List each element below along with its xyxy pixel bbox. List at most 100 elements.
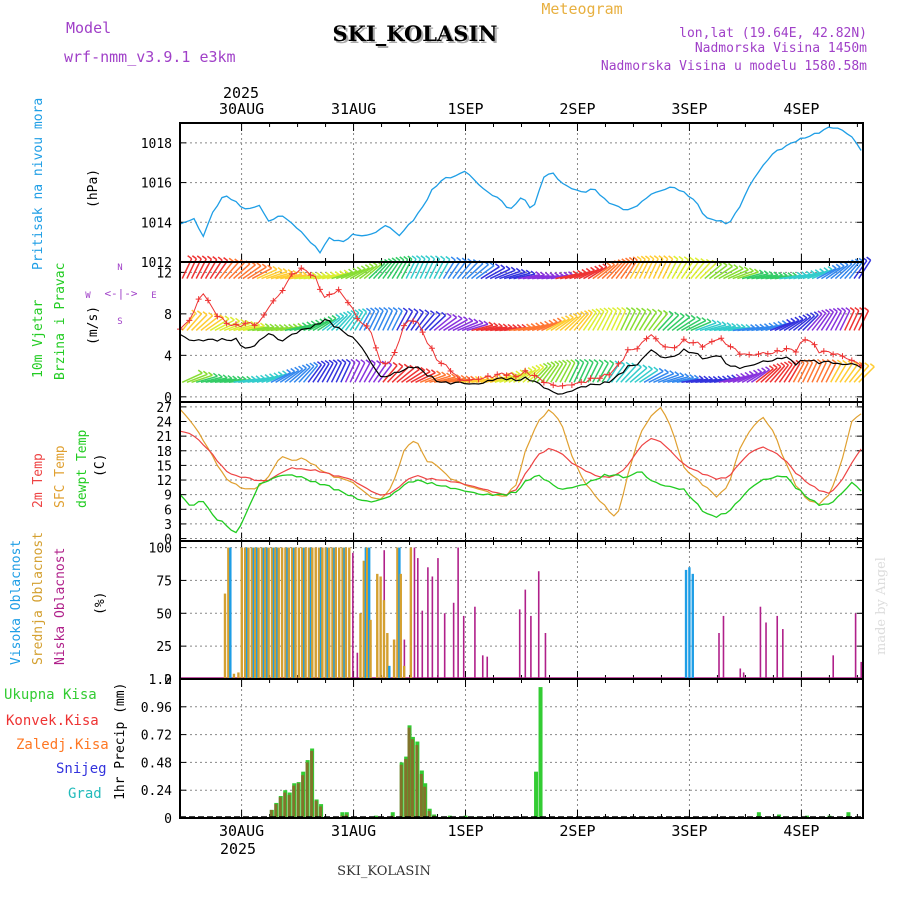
wind-barb (592, 311, 605, 331)
wind-barb-flag (761, 367, 767, 372)
wind-barb (709, 324, 732, 332)
wind-gust-marker (512, 373, 519, 380)
wind-gust-marker (335, 286, 342, 293)
wind-barb (228, 322, 251, 332)
wind-barb (802, 314, 819, 331)
high-cloud-bar (684, 569, 688, 679)
wind-barb-flag (365, 307, 371, 312)
wind-gust-marker (802, 336, 809, 343)
wind-barb (774, 320, 796, 332)
wind-barb-flag (408, 307, 413, 312)
wind-barb (834, 263, 853, 280)
wind-barb (713, 325, 736, 332)
mid-cloud-bar (257, 547, 260, 679)
wind-barb-flag (425, 368, 431, 373)
wind-barb-flag (616, 306, 622, 312)
mid-cloud-legend: Srednja Oblacnost (31, 532, 46, 665)
wind-barb-flag (649, 255, 655, 260)
high-cloud-bar (343, 547, 346, 679)
wind-barb-flag (202, 370, 208, 375)
total-precip-bar (390, 812, 395, 818)
wind-barb-flag (689, 256, 695, 261)
wind-barb-flag (658, 367, 664, 372)
wind-barb (191, 314, 208, 331)
wind-barb-flag (250, 320, 256, 326)
date-label-bottom: 4SEP (783, 822, 819, 840)
wind-barb (690, 321, 712, 332)
high-cloud-bar (333, 547, 336, 679)
wind-barb-flag (845, 307, 851, 312)
wind-barb (452, 320, 474, 332)
wind-barb (340, 313, 356, 331)
wind-barb (415, 372, 436, 383)
mid-cloud-bar (260, 547, 264, 679)
wind-barb (377, 364, 393, 383)
wind-barb-flag (236, 375, 242, 380)
low-cloud-bar (417, 558, 419, 679)
compass-e: E (151, 291, 156, 301)
wind-gust-marker (354, 315, 361, 322)
wind-barb-flag (588, 358, 594, 364)
compass-n: N (117, 263, 122, 273)
mid-cloud-bar (341, 547, 344, 679)
wind-barb-flag (805, 270, 811, 275)
wind-barb (433, 315, 452, 332)
wind-barb-flag (814, 269, 820, 274)
wind-barb (340, 269, 362, 280)
wind-barb-flag (260, 374, 265, 379)
y-tick-label: 9 (164, 489, 172, 504)
wind-barb (680, 259, 695, 280)
pressure-legend: Pritisak na nivou mora (31, 98, 46, 270)
wind-barb (666, 315, 685, 332)
wind-barb (639, 369, 659, 383)
wind-barb (662, 375, 685, 384)
wind-gust-marker (251, 322, 258, 329)
wind-barb-flag (786, 318, 792, 324)
wind-barb-flag (411, 255, 417, 260)
mid-cloud-bar (274, 547, 277, 679)
wind-barb (359, 264, 378, 280)
wind-gust-marker (792, 348, 799, 355)
y-tick-label: 8 (164, 308, 172, 323)
wind-barb (820, 266, 841, 280)
wind-barb-flag (745, 323, 751, 329)
wind-barb-flag (636, 255, 642, 261)
wind-barb (531, 322, 554, 332)
wind-barb (704, 263, 722, 280)
wind-barb-flag (403, 363, 409, 368)
wind-barb (466, 323, 489, 332)
y-tick-label: 75 (156, 574, 172, 589)
wind-barb (811, 362, 823, 383)
wind-barb-flag (828, 308, 834, 313)
wind-barb (349, 311, 364, 331)
mid-cloud-bar (264, 547, 267, 679)
wind-barb (471, 264, 489, 280)
high-cloud-bar (388, 665, 391, 679)
conv-precip-bar (310, 750, 314, 818)
wind-gust-marker (690, 339, 697, 346)
wind-gust-marker (578, 379, 585, 386)
wind-barb-flag (502, 323, 508, 328)
wind-barb-flag (579, 358, 585, 364)
y-tick-label: 1014 (141, 216, 172, 231)
low-cloud-bar (530, 615, 532, 679)
wind-barb-flag (494, 263, 500, 268)
y-tick-label: 25 (156, 640, 172, 655)
high-cloud-bar (309, 547, 313, 679)
mid-cloud-bar (311, 547, 314, 679)
wind-barb-flag (696, 315, 701, 321)
conv-precip-bar (283, 792, 287, 818)
wind-barb-flag (229, 316, 235, 321)
wind-barb (853, 365, 870, 383)
total-precip-bar (534, 771, 539, 818)
wind-barb-flag (292, 323, 298, 328)
wind-gust-marker (484, 373, 491, 380)
wind-gust-marker (680, 336, 687, 343)
wind-barb-flag (530, 323, 536, 328)
wind-barb (443, 318, 463, 332)
wind-barb-flag (866, 256, 872, 261)
wind-barb-flag (354, 309, 360, 314)
wind-barb-flag (679, 372, 685, 377)
wind-barb-flag (835, 263, 841, 268)
wind-barb-flag (456, 256, 462, 262)
